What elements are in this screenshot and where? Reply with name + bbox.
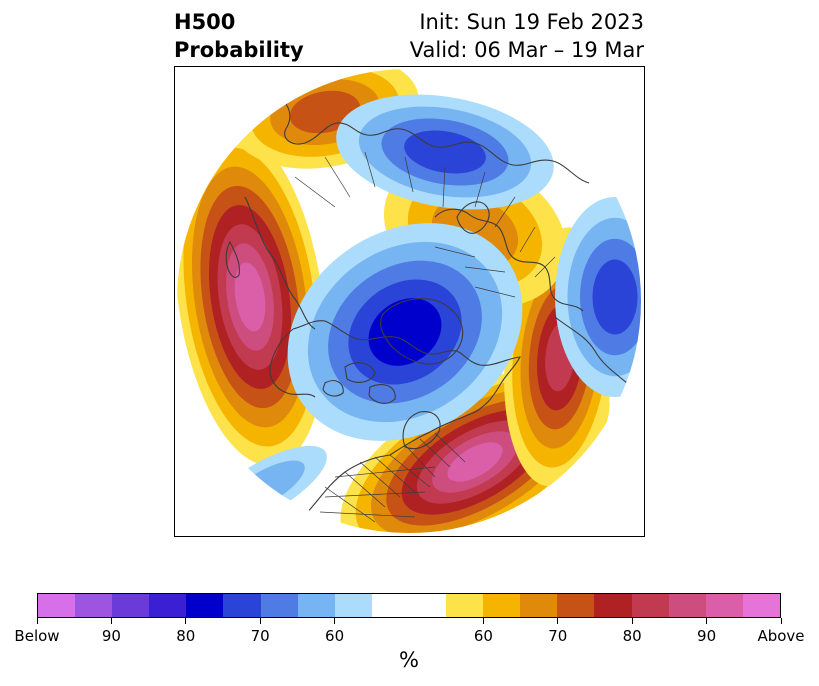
colorbar-below-segment <box>297 594 335 617</box>
title-field: Probability <box>174 38 304 62</box>
colorbar-tick-label: 90 <box>101 627 121 645</box>
colorbar-below-segment <box>223 594 261 617</box>
colorbar-above-segment <box>668 594 706 617</box>
alaska-coast <box>269 328 316 398</box>
us-state-borders <box>319 432 466 523</box>
below-normal-contour <box>368 298 442 366</box>
colorbar-above-segment <box>594 594 632 617</box>
plot-title: H500 Probability <box>174 8 304 64</box>
above-normal-contour <box>234 262 266 332</box>
colorbar-tick <box>36 618 38 624</box>
map-panel <box>174 66 645 537</box>
plot-dates: Init: Sun 19 Feb 2023 Valid: 06 Mar – 19… <box>410 8 644 64</box>
colorbar-below-segment <box>186 594 224 617</box>
japan <box>225 240 240 278</box>
colorbar-above-segment <box>483 594 521 617</box>
colorbar-tick <box>482 618 484 624</box>
colorbar-above-segment <box>520 594 558 617</box>
colorbar-tick <box>185 618 187 624</box>
colorbar-tick-label: 60 <box>473 627 493 645</box>
colorbar-tick <box>557 618 559 624</box>
asia-pacific-coast <box>244 196 316 330</box>
globe-edge <box>175 67 643 535</box>
colorbar-tick-label: 80 <box>176 627 196 645</box>
colorbar-tick <box>259 618 261 624</box>
colorbar-tick-label: 90 <box>697 627 717 645</box>
colorbar-above-segment <box>705 594 743 617</box>
polar-map <box>175 67 643 535</box>
colorbar-tick-label: 60 <box>325 627 345 645</box>
probability-shading <box>176 68 642 534</box>
colorbar-below-segment <box>260 594 298 617</box>
colorbar-below-segment <box>334 594 372 617</box>
colorbar-above-segment <box>557 594 595 617</box>
eurasia-coastline <box>274 86 590 184</box>
valid-range: Valid: 06 Mar – 19 Mar <box>409 38 644 62</box>
colorbar-below-segment <box>38 594 76 617</box>
eurasia-borders <box>294 151 556 298</box>
colorbar-neutral-segment <box>371 594 447 617</box>
colorbar-above-segment <box>446 594 484 617</box>
canadian-arctic-islands <box>322 362 396 404</box>
below-normal-contour <box>592 259 638 335</box>
colorbar <box>37 593 781 618</box>
title-variable: H500 <box>174 10 236 34</box>
africa-north-coast <box>554 316 628 384</box>
colorbar-below-segment <box>149 594 187 617</box>
colorbar-tick-label: 70 <box>548 627 568 645</box>
init-date: Init: Sun 19 Feb 2023 <box>419 10 644 34</box>
scandinavia <box>456 201 490 234</box>
colorbar-tick-label: 80 <box>622 627 642 645</box>
colorbar-above-segment <box>742 594 780 617</box>
coastlines-and-borders <box>225 86 628 526</box>
colorbar-below-segment <box>112 594 150 617</box>
colorbar-tick <box>631 618 633 624</box>
colorbar-tick-label: Above <box>757 627 805 645</box>
hudson-bay <box>402 411 441 450</box>
colorbar-unit-label: % <box>399 648 419 672</box>
colorbar-tick <box>110 618 112 624</box>
colorbar-tick-label: Below <box>14 627 60 645</box>
colorbar-tick <box>706 618 708 624</box>
colorbar-below-segment <box>75 594 113 617</box>
colorbar-tick <box>334 618 336 624</box>
above-normal-contour <box>447 442 503 482</box>
greenland <box>380 298 464 365</box>
colorbar-tick <box>780 618 782 624</box>
europe-coastline <box>434 208 584 312</box>
colorbar-tick-label: 70 <box>250 627 270 645</box>
colorbar-above-segment <box>631 594 669 617</box>
